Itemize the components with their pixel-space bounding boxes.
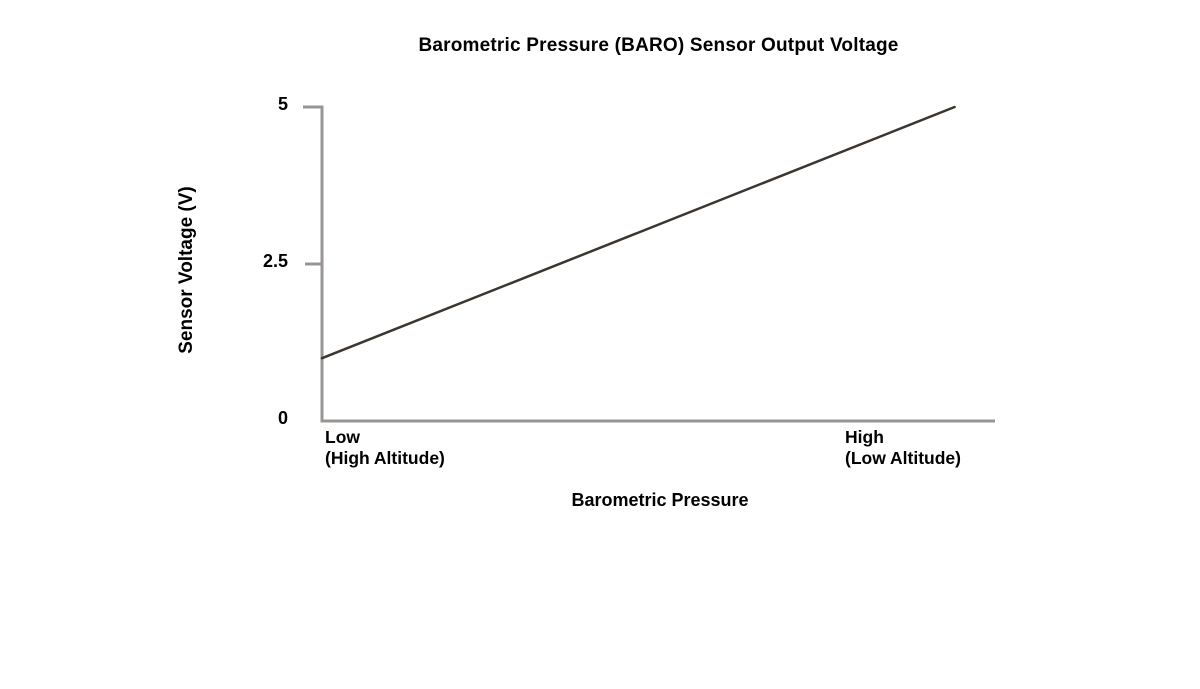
x-end-label-line: (Low Altitude) <box>845 448 961 468</box>
x-end-label-line: High <box>845 427 884 447</box>
axes <box>303 105 995 423</box>
chart-title: Barometric Pressure (BARO) Sensor Output… <box>418 35 899 56</box>
x-axis-end-label-high: High (Low Altitude) <box>845 427 961 469</box>
x-end-label-line: (High Altitude) <box>325 448 445 468</box>
data-line <box>320 105 956 360</box>
x-end-label-line: Low <box>325 427 360 447</box>
y-tick-label: 0 <box>278 408 288 428</box>
y-tick-label: 2.5 <box>263 251 288 271</box>
y-tick-label: 5 <box>278 94 288 114</box>
x-axis-label: Barometric Pressure <box>571 490 749 510</box>
x-axis-end-label-low: Low (High Altitude) <box>325 427 445 469</box>
